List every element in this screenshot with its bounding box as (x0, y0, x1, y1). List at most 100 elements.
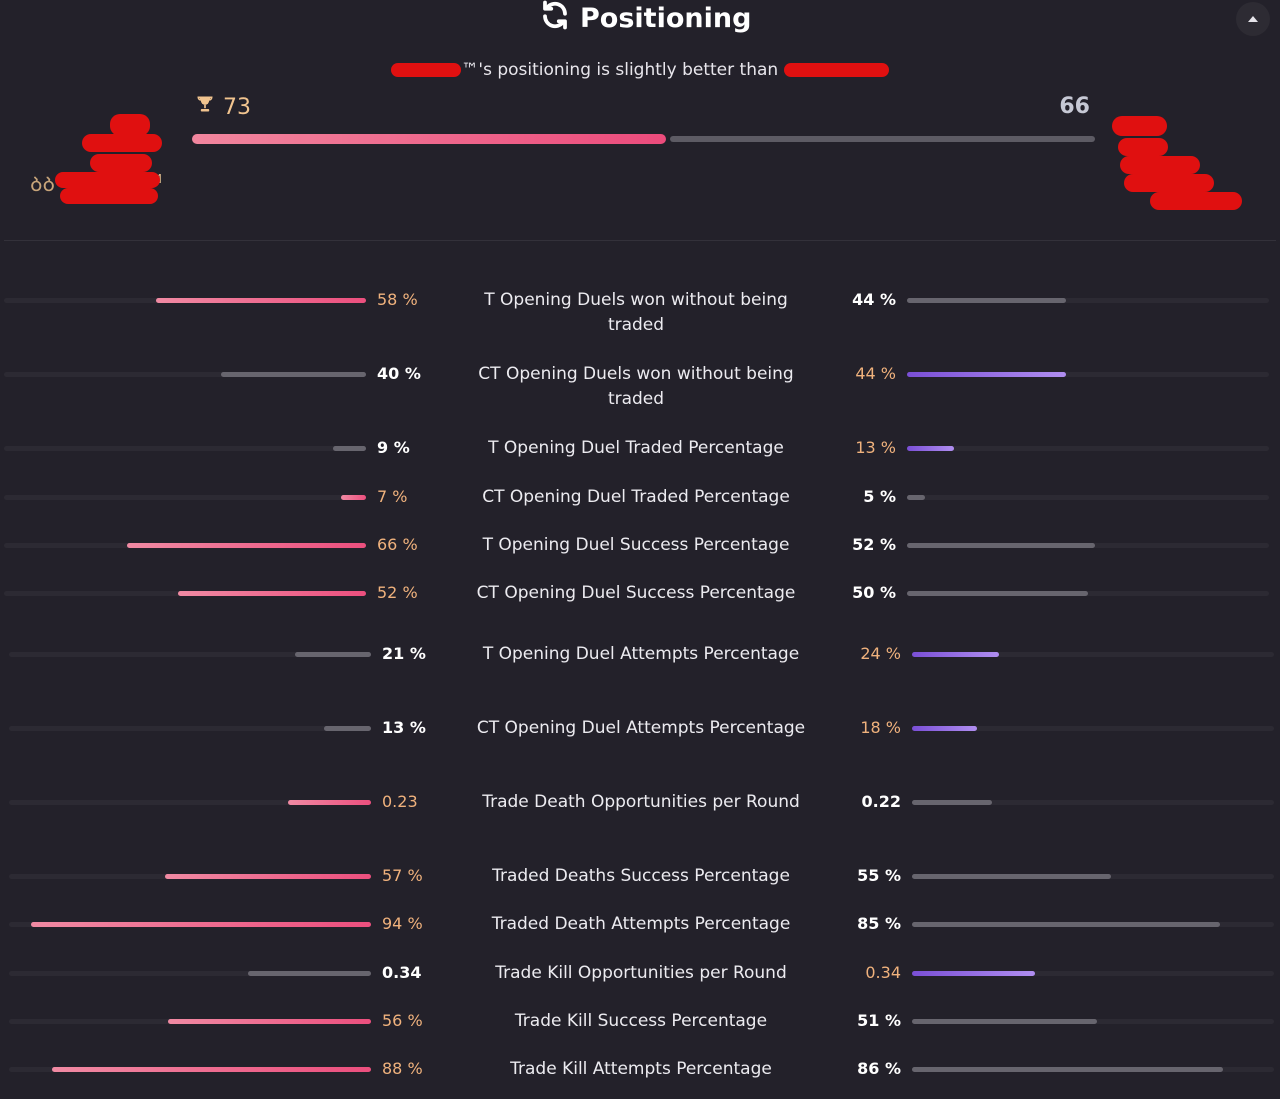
left-stat-bar (4, 372, 366, 377)
right-stat-value: 0.34 (865, 963, 901, 982)
stat-label: Traded Death Attempts Percentage (491, 914, 791, 934)
right-stat-value: 44 % (855, 364, 896, 383)
left-stat-bar (9, 1067, 371, 1072)
left-stat-bar (9, 800, 371, 805)
right-stat-fill (912, 652, 999, 657)
stat-label: CT Opening Duel Attempts Percentage (476, 718, 806, 738)
stat-row: 58 % T Opening Duels won without being tr… (0, 290, 1280, 335)
left-stat-fill (248, 971, 371, 976)
stat-row: 0.23 Trade Death Opportunities per Round 0… (0, 792, 1280, 832)
left-stat-fill (288, 800, 371, 805)
right-stat-fill (912, 971, 1035, 976)
left-stat-bar (4, 446, 366, 451)
left-stat-fill (333, 446, 366, 451)
right-stat-fill (912, 800, 992, 805)
stat-label: Trade Kill Success Percentage (514, 1011, 768, 1031)
right-stat-bar (912, 922, 1274, 927)
overall-score-bar (192, 134, 1095, 144)
left-stat-bar (4, 298, 366, 303)
trophy-icon (195, 94, 215, 120)
left-stat-value: 58 % (377, 290, 418, 309)
stat-label: CT Opening Duel Success Percentage (476, 583, 796, 603)
right-stat-value: 52 % (852, 535, 896, 554)
redacted-name (783, 63, 889, 77)
stat-row: 13 % CT Opening Duel Attempts Percentage 1… (0, 718, 1280, 758)
left-stat-fill (156, 298, 366, 303)
stat-label: T Opening Duel Success Percentage (482, 535, 790, 555)
right-stat-fill (907, 372, 1066, 377)
right-stat-bar (912, 1019, 1274, 1024)
left-stat-value: 66 % (377, 535, 418, 554)
stat-row: 52 % CT Opening Duel Success Percentage 50… (0, 583, 1280, 623)
redaction-scribble (1118, 138, 1168, 156)
left-stat-value: 21 % (382, 644, 426, 663)
left-stat-value: 88 % (382, 1059, 423, 1078)
stat-row: 40 % CT Opening Duels won without being t… (0, 364, 1280, 409)
right-stat-fill (907, 591, 1088, 596)
left-stat-value: 7 % (377, 487, 408, 506)
right-stat-fill (907, 495, 925, 500)
left-stat-bar (4, 591, 366, 596)
right-stat-value: 50 % (852, 583, 896, 602)
redaction-scribble (1124, 174, 1214, 192)
section-divider (4, 240, 1276, 241)
redaction-scribble (110, 114, 150, 136)
left-stat-fill (165, 874, 371, 879)
left-stat-bar (9, 922, 371, 927)
right-stat-bar (907, 495, 1269, 500)
chevron-up-icon (1248, 16, 1258, 22)
left-score-value: 73 (223, 94, 251, 120)
left-stat-value: 9 % (377, 438, 410, 457)
right-stat-bar (912, 971, 1274, 976)
left-stat-fill (127, 543, 366, 548)
right-stat-value: 85 % (857, 914, 901, 933)
left-stat-bar (9, 874, 371, 879)
stat-label: T Opening Duel Traded Percentage (488, 438, 784, 458)
right-stat-fill (912, 1019, 1097, 1024)
right-stat-fill (912, 1067, 1223, 1072)
redaction-scribble (82, 134, 162, 152)
stat-label: Trade Kill Attempts Percentage (510, 1059, 772, 1079)
left-stat-value: 40 % (377, 364, 421, 383)
stat-label: CT Opening Duels won without being trade… (478, 364, 794, 409)
left-stat-bar (9, 652, 371, 657)
right-player-avatar[interactable] (1110, 110, 1260, 220)
stat-row: 66 % T Opening Duel Success Percentage 52 … (0, 535, 1280, 575)
right-stat-value: 44 % (852, 290, 896, 309)
redaction-scribble (55, 172, 160, 188)
right-stat-bar (907, 372, 1269, 377)
right-stat-value: 13 % (855, 438, 896, 457)
stat-row: 21 % T Opening Duel Attempts Percentage 24… (0, 644, 1280, 684)
right-stat-value: 55 % (857, 866, 901, 885)
right-stat-bar (912, 1067, 1274, 1072)
left-player-avatar[interactable]: ᲑᲑ M (20, 110, 170, 210)
section-title-text: Positioning (580, 2, 752, 34)
left-stat-bar (9, 971, 371, 976)
redaction-scribble (1112, 116, 1167, 136)
right-score-fill (670, 136, 1095, 142)
right-stat-value: 0.22 (861, 792, 901, 811)
refresh-icon (540, 0, 570, 37)
stat-label: CT Opening Duel Traded Percentage (482, 487, 790, 507)
right-stat-bar (912, 800, 1274, 805)
section-title: Positioning (540, 0, 751, 36)
left-stat-bar (4, 543, 366, 548)
comparison-summary: ™'s positioning is slightly better than (0, 60, 1280, 80)
right-stat-fill (907, 446, 954, 451)
left-score: 73 (195, 94, 251, 120)
left-stat-value: 94 % (382, 914, 423, 933)
stat-row: 56 % Trade Kill Success Percentage 51 % (0, 1011, 1280, 1051)
left-stat-fill (341, 495, 366, 500)
collapse-button[interactable] (1236, 2, 1270, 36)
left-stat-fill (31, 922, 371, 927)
left-stat-fill (324, 726, 371, 731)
stat-label: T Opening Duel Attempts Percentage (482, 644, 800, 664)
stat-row: 9 % T Opening Duel Traded Percentage 13 % (0, 438, 1280, 478)
left-stat-bar (4, 495, 366, 500)
stat-label: Trade Death Opportunities per Round (482, 792, 800, 812)
stat-label: T Opening Duels won without being traded (484, 290, 788, 335)
left-stat-fill (178, 591, 366, 596)
left-stat-bar (9, 1019, 371, 1024)
stat-row: 57 % Traded Deaths Success Percentage 55 % (0, 866, 1280, 906)
right-stat-bar (907, 446, 1269, 451)
